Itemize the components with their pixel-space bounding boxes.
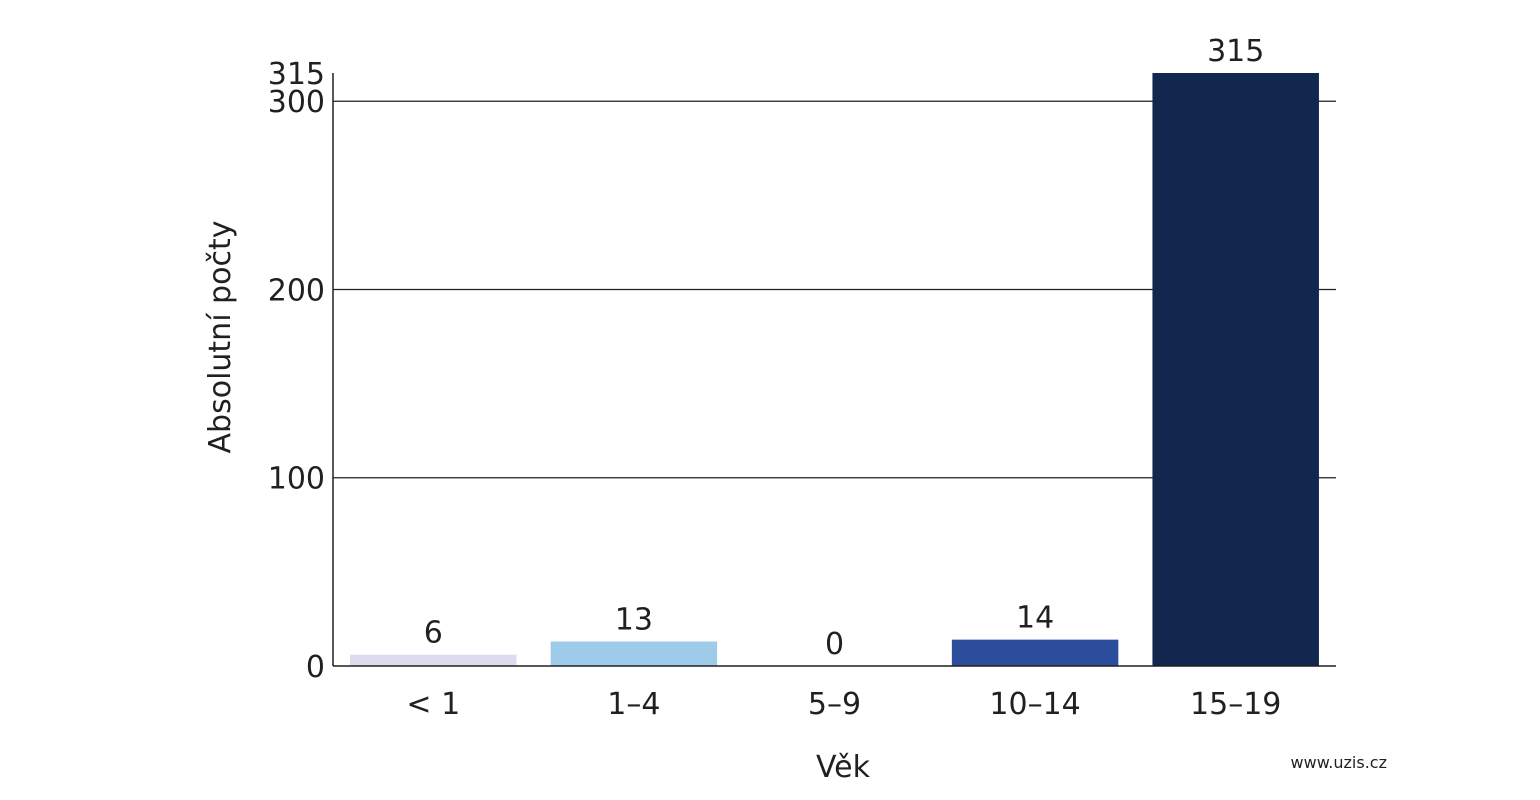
y-tick-label: 0 [306,650,325,685]
x-axis-title: Věk [816,750,871,785]
value-labels: 6 13 0 14 315 [424,34,1265,662]
bar [350,654,517,666]
y-tick-label: 315 [268,57,325,92]
bar-value-label: 14 [1016,601,1054,636]
bar [1152,73,1319,666]
bar-value-label: 0 [825,627,844,662]
bar [951,639,1119,666]
x-tick-label: < 1 [406,687,460,722]
x-axis-ticks: < 1 1–4 5–9 10–14 15–19 [406,687,1281,722]
source-credit: www.uzis.cz [1291,753,1387,772]
bar [550,641,718,666]
bar-value-label: 315 [1207,34,1264,69]
bar-value-label: 6 [424,616,443,651]
y-tick-label: 200 [268,273,325,308]
x-tick-label: 1–4 [607,687,660,722]
y-axis-title: Absolutní počty [203,221,238,454]
bars [350,73,1319,666]
x-tick-label: 15–19 [1190,687,1281,722]
x-tick-label: 10–14 [989,687,1080,722]
y-tick-label: 100 [268,462,325,497]
y-tick-label: 300 [268,85,325,120]
bar-value-label: 13 [615,603,653,638]
x-tick-label: 5–9 [808,687,861,722]
